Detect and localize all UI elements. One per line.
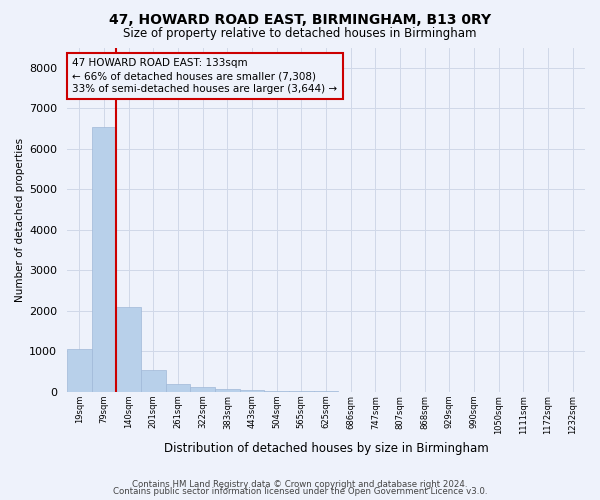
- Bar: [116, 307, 141, 392]
- Bar: [239, 390, 265, 392]
- Bar: [215, 389, 239, 392]
- Text: Contains HM Land Registry data © Crown copyright and database right 2024.: Contains HM Land Registry data © Crown c…: [132, 480, 468, 489]
- X-axis label: Distribution of detached houses by size in Birmingham: Distribution of detached houses by size …: [164, 442, 488, 455]
- Bar: [265, 391, 289, 392]
- Text: 47 HOWARD ROAD EAST: 133sqm
← 66% of detached houses are smaller (7,308)
33% of : 47 HOWARD ROAD EAST: 133sqm ← 66% of det…: [72, 58, 337, 94]
- Bar: [141, 370, 166, 392]
- Text: Size of property relative to detached houses in Birmingham: Size of property relative to detached ho…: [123, 26, 477, 40]
- Y-axis label: Number of detached properties: Number of detached properties: [15, 138, 25, 302]
- Bar: [67, 350, 92, 392]
- Bar: [92, 126, 116, 392]
- Bar: [190, 386, 215, 392]
- Bar: [166, 384, 190, 392]
- Text: Contains public sector information licensed under the Open Government Licence v3: Contains public sector information licen…: [113, 488, 487, 496]
- Text: 47, HOWARD ROAD EAST, BIRMINGHAM, B13 0RY: 47, HOWARD ROAD EAST, BIRMINGHAM, B13 0R…: [109, 12, 491, 26]
